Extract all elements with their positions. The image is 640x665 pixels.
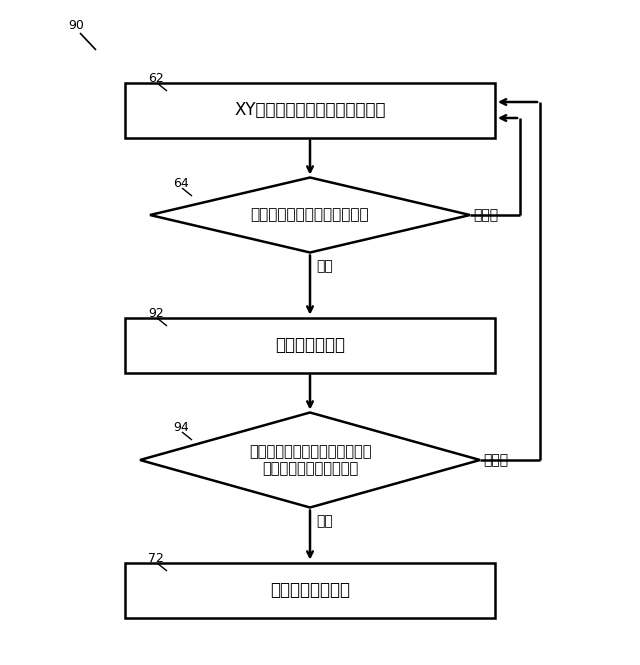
Text: 90: 90	[68, 19, 84, 31]
Text: 72: 72	[148, 551, 164, 565]
Text: 92: 92	[148, 307, 164, 319]
Text: XY方向で患者タグの位置を判断: XY方向で患者タグの位置を判断	[234, 101, 386, 119]
Polygon shape	[150, 178, 470, 253]
Text: 患者はトイレの中にいるか？: 患者はトイレの中にいるか？	[251, 207, 369, 223]
Text: 62: 62	[148, 72, 164, 84]
Bar	[125, 82, 495, 138]
Text: 介護者に注意喚起: 介護者に注意喚起	[270, 581, 350, 599]
Text: はい: はい	[316, 259, 333, 273]
Bar	[125, 563, 495, 618]
Polygon shape	[140, 412, 480, 507]
Text: はい: はい	[316, 515, 333, 529]
Text: いいえ: いいえ	[473, 208, 498, 222]
Text: 患者がトイレの中にいる時間が
時間の閾値を超えたか？: 患者がトイレの中にいる時間が 時間の閾値を超えたか？	[249, 444, 371, 476]
Text: タイマーを開始: タイマーを開始	[275, 336, 345, 354]
Text: 94: 94	[173, 420, 189, 434]
Text: いいえ: いいえ	[483, 453, 508, 467]
Text: 64: 64	[173, 176, 189, 190]
Bar	[125, 317, 495, 372]
